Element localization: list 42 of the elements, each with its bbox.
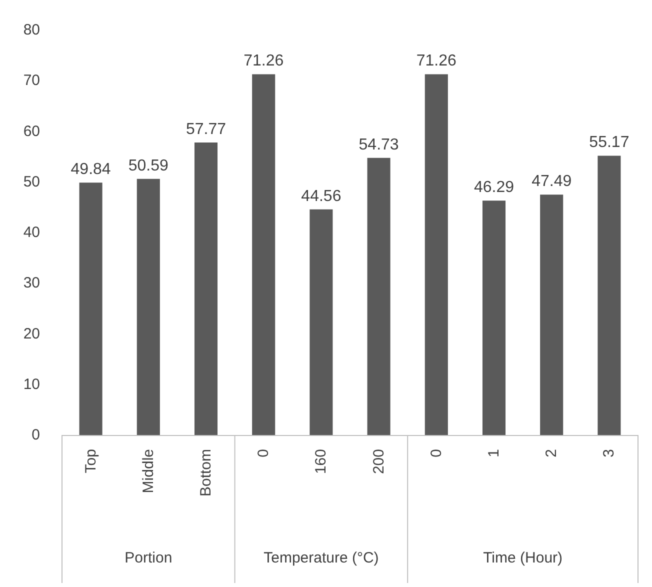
bar [424,74,448,435]
text: Temperature (°C) [264,550,379,566]
data-label: 71.26 [244,52,284,70]
x-tick-label: Top [82,449,100,474]
bar [136,178,160,435]
y-tick-label: 50 [23,173,40,190]
y-tick-label: 40 [23,224,40,241]
y-tick-label: 60 [23,122,40,140]
y-tick-label: 0 [32,426,40,444]
data-label: 44.56 [301,188,342,205]
x-tick-label: 3 [600,449,618,458]
y-tick-label: 30 [23,274,40,292]
bar [252,74,276,435]
bar [194,142,218,435]
y-tick-label: 80 [23,22,40,38]
bar [540,194,564,435]
x-tick-label: 0 [255,449,272,458]
bar [310,209,333,435]
y-tick-label: 10 [23,376,40,393]
bar [598,156,621,435]
data-label: 57.77 [186,121,226,138]
bar [367,158,390,435]
data-label: 49.84 [70,161,111,178]
y-tick-label: 20 [23,325,40,342]
data-label: 46.29 [474,179,514,196]
x-tick-label: 0 [428,449,445,458]
bar [79,182,102,435]
text: Portion [124,550,172,566]
text: Time (Hour) [483,550,563,566]
x-tick-label: 1 [486,449,502,458]
data-label: 54.73 [358,136,399,154]
x-tick-label: Bottom [198,449,214,497]
data-label: 71.26 [416,52,457,70]
data-label: 55.17 [589,134,630,152]
x-tick-label: Middle [140,449,157,494]
x-tick-label: 2 [543,449,560,458]
x-tick-label: 200 [370,449,388,474]
x-tick-label: 160 [312,449,330,474]
data-label: 50.59 [128,157,169,174]
bar [482,200,506,435]
y-tick-label: 70 [23,72,40,90]
data-label: 47.49 [532,173,572,190]
